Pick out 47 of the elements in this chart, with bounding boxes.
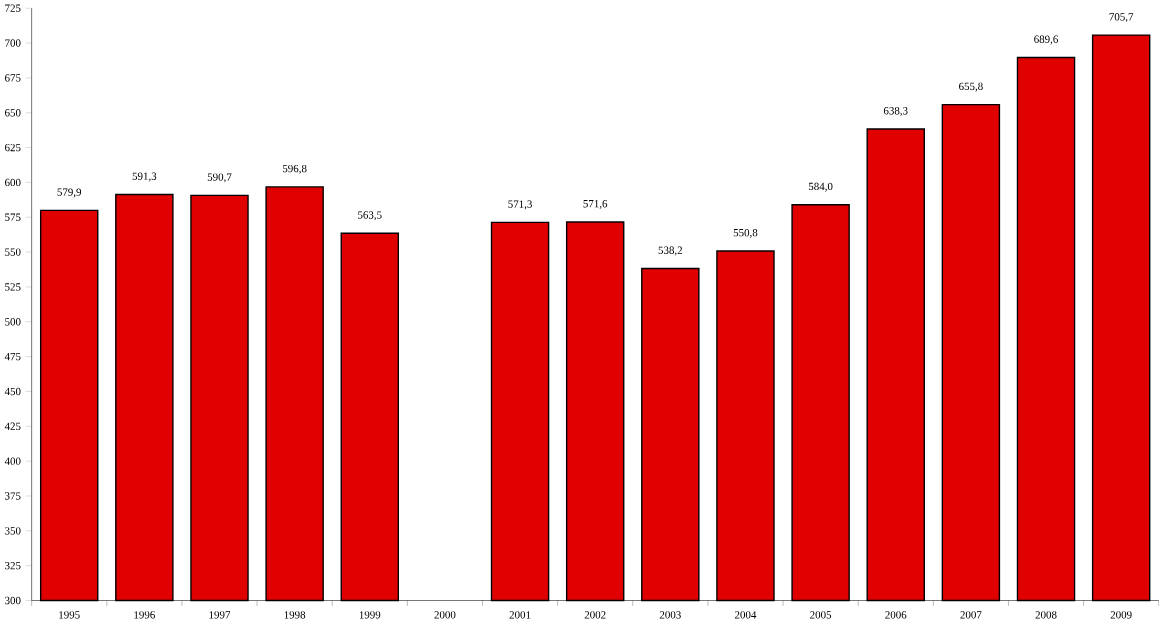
x-tick-label: 1999 bbox=[359, 611, 381, 619]
data-label: 638,3 bbox=[883, 107, 908, 116]
y-tick-label: 475 bbox=[4, 352, 21, 361]
data-label: 689,6 bbox=[1034, 35, 1059, 45]
x-tick-label: 2002 bbox=[584, 611, 606, 619]
data-label: 591,3 bbox=[132, 172, 157, 182]
y-tick-label: 725 bbox=[5, 4, 21, 12]
data-label: 579,9 bbox=[57, 188, 82, 198]
y-tick-label: 300 bbox=[5, 596, 21, 605]
y-tick-label: 550 bbox=[5, 248, 21, 256]
y-tick-label: 325 bbox=[5, 561, 21, 570]
y-tick-label: 575 bbox=[5, 213, 21, 221]
x-tick-label: 1997 bbox=[209, 611, 231, 619]
y-tick-label: 350 bbox=[5, 527, 21, 535]
x-tick-label: 2006 bbox=[885, 611, 907, 619]
x-tick-label: 2007 bbox=[960, 611, 982, 619]
x-tick-label: 1996 bbox=[134, 611, 155, 619]
x-tick-label: 2008 bbox=[1035, 611, 1057, 619]
y-tick-label: 700 bbox=[5, 39, 21, 47]
data-label: 538,2 bbox=[658, 246, 683, 256]
y-tick-label: 500 bbox=[5, 318, 21, 326]
data-label: 596,8 bbox=[282, 164, 307, 174]
data-label: 590,7 bbox=[207, 173, 232, 183]
y-tick-label: 425 bbox=[4, 422, 21, 430]
data-label: 550,8 bbox=[733, 228, 758, 238]
data-label: 571,6 bbox=[583, 199, 608, 209]
y-tick-label: 375 bbox=[5, 492, 21, 500]
y-tick-label: 675 bbox=[5, 74, 21, 82]
y-tick-label: 600 bbox=[5, 178, 21, 187]
x-tick-label: 1995 bbox=[59, 611, 80, 619]
x-tick-label: 2001 bbox=[509, 611, 531, 619]
data-label: 655,8 bbox=[959, 82, 983, 92]
y-tick-label: 400 bbox=[4, 457, 21, 465]
x-tick-label: 2009 bbox=[1110, 611, 1132, 619]
x-tick-label: 2003 bbox=[659, 611, 681, 619]
y-tick-label: 450 bbox=[4, 387, 21, 396]
data-label: 705,7 bbox=[1109, 13, 1134, 23]
y-tick-label: 625 bbox=[5, 143, 21, 152]
data-label: 563,5 bbox=[358, 211, 382, 221]
x-tick-label: 2000 bbox=[434, 611, 456, 619]
x-tick-label: 2005 bbox=[810, 611, 832, 619]
x-tick-label: 1998 bbox=[284, 611, 306, 619]
x-tick-label: 2004 bbox=[735, 611, 757, 619]
data-label: 571,3 bbox=[508, 200, 532, 210]
y-tick-label: 525 bbox=[5, 283, 21, 291]
y-tick-label: 650 bbox=[5, 109, 21, 117]
data-label: 584,0 bbox=[808, 182, 833, 192]
